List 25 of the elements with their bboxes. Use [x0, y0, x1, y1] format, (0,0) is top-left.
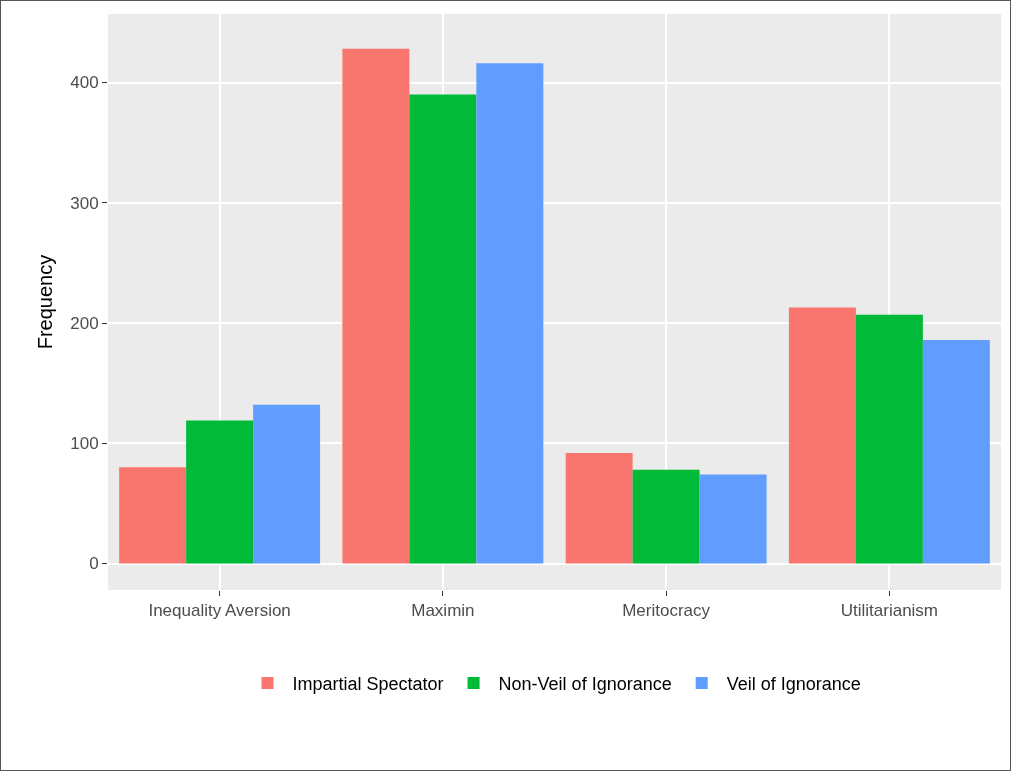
x-tick-label: Maximin	[411, 601, 475, 621]
y-tick-label: 300	[70, 193, 99, 213]
bar	[788, 307, 856, 564]
legend-label: Veil of Ignorance	[726, 674, 861, 695]
bar	[253, 404, 321, 564]
y-tick-label: 200	[70, 313, 99, 333]
bar	[476, 63, 544, 564]
bar	[632, 469, 700, 564]
x-tick-label: Meritocracy	[622, 601, 711, 621]
y-tick-label: 100	[70, 434, 99, 454]
bar	[922, 339, 990, 564]
bar	[119, 467, 187, 564]
bar	[565, 452, 633, 564]
y-tick-label: 400	[70, 73, 99, 93]
legend-label: Impartial Spectator	[292, 674, 444, 695]
bar	[186, 420, 254, 564]
x-tick-label: Utilitarianism	[840, 601, 939, 621]
bar	[855, 314, 923, 564]
legend-label: Non-Veil of Ignorance	[498, 674, 672, 695]
bar	[342, 48, 410, 564]
y-tick-label: 0	[89, 554, 99, 574]
bar	[409, 94, 477, 564]
x-tick-label: Inequality Aversion	[148, 601, 291, 621]
y-axis-title: Frequency	[33, 254, 56, 350]
bar	[699, 474, 767, 564]
